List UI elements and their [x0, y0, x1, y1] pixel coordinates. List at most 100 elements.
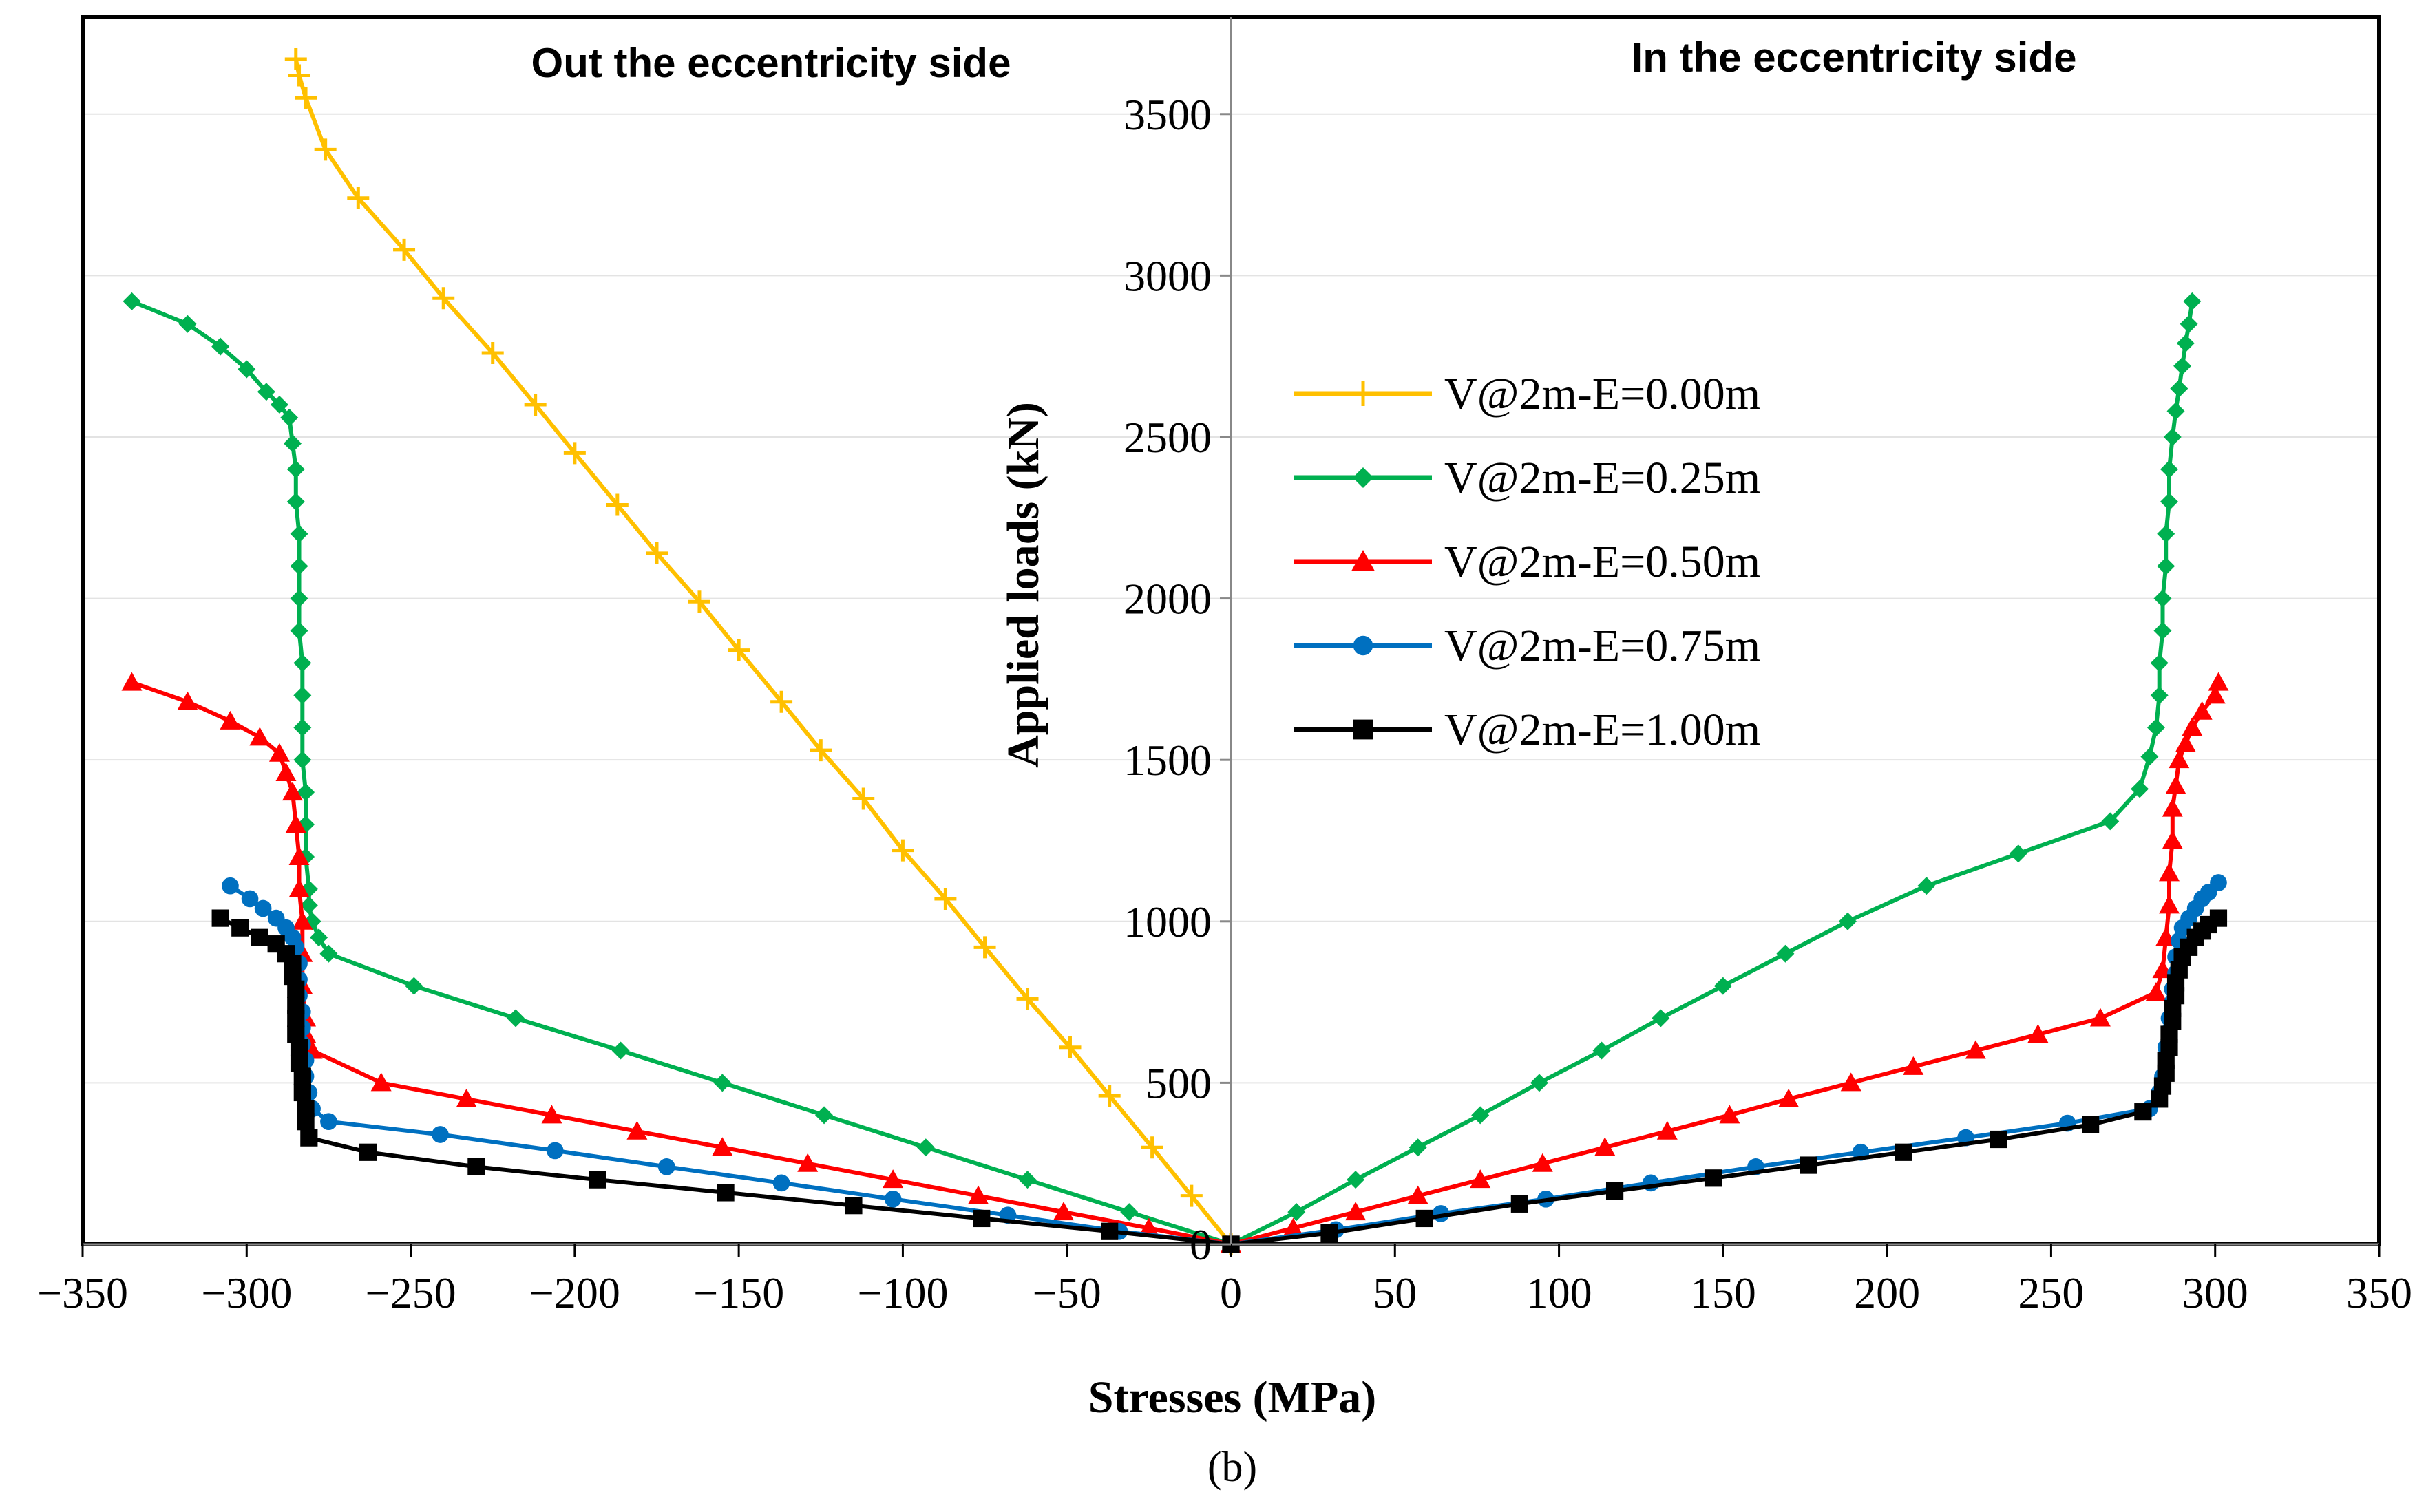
- x-tick-label: −350: [37, 1268, 128, 1317]
- data-point: [1903, 1056, 1924, 1075]
- data-point: [717, 1184, 735, 1202]
- data-point: [280, 408, 299, 427]
- annotation-left: Out the eccentricity side: [531, 40, 1011, 86]
- data-point: [770, 690, 793, 713]
- data-point: [300, 1129, 318, 1147]
- data-point: [541, 1105, 562, 1124]
- data-point: [973, 1209, 991, 1228]
- data-point: [2204, 685, 2226, 704]
- data-point: [314, 138, 337, 161]
- data-point: [2150, 686, 2169, 705]
- data-point: [257, 383, 275, 401]
- data-point: [2009, 844, 2027, 863]
- data-point: [968, 1185, 989, 1204]
- data-point: [852, 787, 875, 810]
- data-point: [2147, 718, 2165, 737]
- data-point: [1180, 1184, 1203, 1207]
- data-point: [2153, 621, 2172, 640]
- data-point: [973, 936, 996, 959]
- data-point: [1605, 1182, 1624, 1200]
- data-point: [287, 997, 305, 1014]
- data-point: [507, 1009, 525, 1027]
- data-point: [1138, 1217, 1159, 1237]
- y-tick-label: 3000: [1124, 251, 1212, 300]
- data-point: [2182, 717, 2203, 736]
- data-point: [284, 434, 302, 453]
- data-point: [797, 1153, 819, 1172]
- data-point: [934, 887, 957, 910]
- legend-marker: [1353, 635, 1373, 656]
- x-axis-ticks: −350 −300 −250 −200 −150 −100 −50 0 50 100 150 200 2…: [37, 1244, 2412, 1317]
- x-tick-label: −200: [529, 1268, 620, 1317]
- x-tick-label: −50: [1033, 1268, 1101, 1317]
- data-point: [2158, 895, 2180, 914]
- series-line-left: [293, 58, 1233, 1246]
- data-point: [2160, 460, 2178, 478]
- data-point: [275, 762, 297, 781]
- series-2: [123, 292, 2202, 1253]
- data-point: [772, 1174, 790, 1192]
- data-point: [589, 1171, 606, 1189]
- data-point: [2134, 1103, 2152, 1121]
- data-point: [288, 64, 310, 87]
- data-point: [1965, 1040, 1986, 1059]
- legend-item: V@2m-E=0.50m: [1294, 537, 1760, 587]
- data-point: [2209, 909, 2228, 927]
- data-point: [2089, 1008, 2111, 1027]
- data-point: [1409, 1138, 1427, 1157]
- data-point: [2027, 1024, 2049, 1043]
- data-point: [249, 727, 271, 746]
- x-tick-label: 50: [1373, 1268, 1417, 1317]
- data-point: [2153, 589, 2172, 608]
- data-point: [284, 47, 307, 70]
- data-point: [1713, 977, 1732, 995]
- data-point: [370, 1072, 392, 1092]
- data-point: [1141, 1136, 1163, 1159]
- legend-label: V@2m-E=0.50m: [1444, 537, 1760, 587]
- data-point: [2163, 427, 2182, 446]
- data-point: [238, 360, 256, 379]
- x-tick-label: 100: [1526, 1268, 1592, 1317]
- data-point: [282, 782, 304, 801]
- data-point: [1471, 1106, 1490, 1125]
- data-point: [1840, 1072, 1861, 1092]
- data-point: [1990, 1130, 2007, 1149]
- data-point: [2162, 798, 2183, 817]
- data-point: [251, 928, 268, 946]
- data-point: [1320, 1224, 1338, 1242]
- data-point: [222, 877, 239, 895]
- data-point: [2082, 1116, 2100, 1133]
- legend-label: V@2m-E=1.00m: [1444, 705, 1760, 755]
- data-point: [2150, 654, 2169, 672]
- legend-item: V@2m-E=1.00m: [1294, 705, 1760, 755]
- data-point: [1592, 1041, 1611, 1060]
- data-point: [546, 1142, 564, 1160]
- data-point: [2140, 747, 2159, 766]
- data-point: [810, 739, 832, 762]
- data-point: [1120, 1203, 1139, 1222]
- data-point: [1470, 1169, 1491, 1189]
- data-point: [310, 928, 328, 947]
- data-point: [292, 911, 313, 930]
- data-point: [231, 919, 249, 937]
- data-point: [393, 238, 416, 261]
- data-point: [297, 1100, 315, 1118]
- data-point: [1895, 1143, 1912, 1161]
- data-point: [288, 846, 310, 865]
- data-point: [270, 396, 288, 414]
- data-point: [1018, 1171, 1037, 1189]
- data-point: [563, 442, 586, 465]
- data-point: [211, 909, 229, 927]
- data-point: [1287, 1203, 1306, 1222]
- data-point: [2175, 733, 2196, 752]
- data-point: [432, 287, 455, 310]
- data-point: [123, 292, 141, 310]
- data-point: [1098, 1085, 1121, 1107]
- data-point: [2157, 557, 2175, 575]
- data-point: [815, 1106, 834, 1125]
- data-point: [2180, 315, 2198, 333]
- annotation-right: In the eccentricity side: [1632, 34, 2077, 81]
- data-point: [2165, 775, 2186, 794]
- x-tick-label: 350: [2346, 1268, 2412, 1317]
